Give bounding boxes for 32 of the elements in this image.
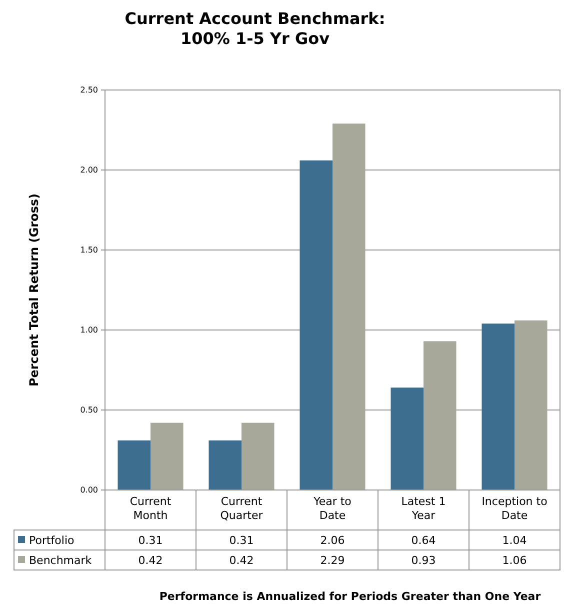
data-label: 0.42 <box>138 554 163 567</box>
bar <box>332 124 366 490</box>
x-tick-label: Year to Date <box>312 495 352 522</box>
legend-label: Portfolio <box>29 534 75 547</box>
y-axis-title: Percent Total Return (Gross) <box>27 193 41 387</box>
data-label: 1.06 <box>502 554 527 567</box>
data-label: 0.31 <box>229 534 254 547</box>
bar <box>300 160 332 490</box>
bar <box>208 440 242 490</box>
chart-title: Current Account Benchmark: 100% 1-5 Yr Gov <box>124 9 386 48</box>
data-label: 1.04 <box>502 534 527 547</box>
data-label: 0.64 <box>411 534 436 547</box>
data-label: 2.06 <box>320 534 345 547</box>
data-label: 0.93 <box>411 554 436 567</box>
bar <box>242 422 274 490</box>
y-tick-label: 1.00 <box>80 326 98 335</box>
x-tick-label: Current Month <box>130 495 172 522</box>
text: Performance is Annualized for Periods Greater than One Year <box>159 590 542 603</box>
y-tick-label: 2.00 <box>80 166 98 175</box>
y-tick-label: 2.50 <box>80 86 98 95</box>
x-tick-label: Current Quarter <box>220 495 264 522</box>
bar <box>424 341 456 490</box>
data-label: 0.31 <box>138 534 163 547</box>
y-tick-label: 1.50 <box>80 246 98 255</box>
data-label: 0.42 <box>229 554 254 567</box>
x-tick-label: Inception to Date <box>482 495 548 522</box>
y-tick-label: 0.50 <box>80 406 98 415</box>
bar <box>390 388 424 490</box>
x-tick-label: Latest 1 Year <box>401 495 446 522</box>
legend-label: Benchmark <box>29 554 92 567</box>
data-label: 2.29 <box>320 554 345 567</box>
y-tick-label: 0.00 <box>80 486 98 495</box>
